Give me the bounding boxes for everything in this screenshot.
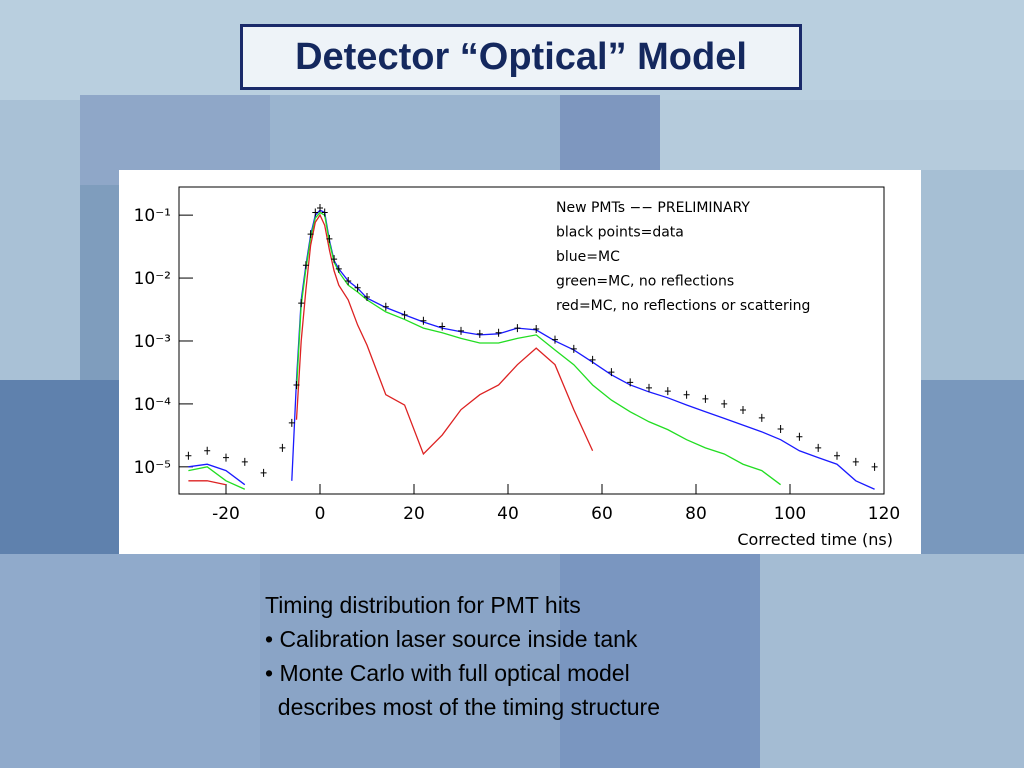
- data-point: [439, 322, 446, 331]
- data-point: [476, 329, 483, 338]
- data-point: [260, 468, 267, 477]
- series-line: [188, 480, 227, 486]
- bullet: Timing distribution for PMT hits: [265, 592, 581, 618]
- chart: -20 0 20 40 60 80 100 120 10⁻⁵ 10⁻⁴ 10⁻³ 10⁻² 10⁻¹ Co…: [119, 170, 921, 554]
- data-point: [241, 457, 248, 466]
- data-point: [293, 380, 300, 389]
- data-point: [627, 378, 634, 387]
- series-line: [295, 213, 594, 456]
- data-point: [834, 451, 840, 460]
- data-point: [514, 324, 521, 333]
- data-point: [401, 310, 408, 319]
- data-point: [702, 394, 709, 403]
- data-point: [345, 276, 352, 285]
- slide-title: Detector “Optical” Model: [295, 35, 747, 78]
- data-point: [331, 255, 338, 264]
- x-tick-label: -20: [212, 504, 240, 524]
- bullet: • Calibration laser source inside tank: [265, 626, 638, 652]
- data-point: [204, 446, 211, 455]
- data-point: [646, 383, 652, 392]
- data-point: [815, 443, 822, 452]
- data-point: [664, 387, 671, 396]
- x-tick-label: 0: [315, 504, 326, 524]
- data-point: [298, 299, 305, 308]
- data-point: [552, 335, 558, 344]
- data-point: [302, 261, 309, 270]
- data-point: [458, 326, 464, 335]
- series-line: [188, 466, 246, 490]
- data-point: [288, 418, 295, 427]
- data-point: [570, 344, 577, 353]
- annotation: red=MC, no reflections or scattering: [556, 298, 810, 314]
- data-point: [608, 368, 615, 377]
- annotation: black points=data: [556, 225, 684, 241]
- data-point: [495, 328, 502, 337]
- x-axis-label: Corrected time (ns): [737, 530, 893, 549]
- series-line: [188, 463, 246, 486]
- data-point: [321, 208, 328, 217]
- data-point: [335, 264, 342, 273]
- data-point: [852, 457, 859, 466]
- data-point: [279, 443, 286, 452]
- plot-area: -20 0 20 40 60 80 100 120 10⁻⁵ 10⁻⁴ 10⁻³ 10⁻² 10⁻¹ Co…: [134, 186, 900, 549]
- data-point: [758, 413, 765, 422]
- data-point: [382, 302, 389, 311]
- y-tick-label: 10⁻²: [134, 269, 171, 289]
- data-point: [589, 355, 596, 364]
- x-tick-label: 100: [774, 504, 806, 524]
- title-box: Detector “Optical” Model: [240, 24, 802, 90]
- data-point: [185, 451, 192, 460]
- x-tick-label: 120: [868, 504, 900, 524]
- y-tick-label: 10⁻⁴: [134, 395, 172, 415]
- data-point: [326, 234, 333, 243]
- y-tick-label: 10⁻³: [134, 332, 171, 352]
- x-tick-label: 40: [497, 504, 519, 524]
- annotation: green=MC, no reflections: [556, 274, 734, 290]
- data-point: [796, 432, 803, 441]
- x-tick-label: 20: [403, 504, 425, 524]
- data-point: [312, 208, 319, 217]
- x-tick-label: 60: [591, 504, 613, 524]
- y-tick-label: 10⁻¹: [134, 206, 171, 226]
- data-point: [354, 283, 361, 292]
- data-point: [721, 399, 728, 408]
- annotation: blue=MC: [556, 249, 620, 265]
- data-point: [777, 424, 784, 433]
- bullets: Timing distribution for PMT hits • Calibr…: [265, 588, 660, 724]
- data-point: [317, 203, 323, 212]
- bullet: • Monte Carlo with full optical model: [265, 660, 630, 686]
- data-point: [533, 325, 540, 334]
- data-point: [364, 293, 370, 302]
- data-point: [740, 406, 746, 415]
- data-point: [420, 316, 427, 325]
- x-tick-label: 80: [685, 504, 707, 524]
- series-line: [295, 211, 781, 486]
- bullet: describes most of the timing structure: [265, 694, 660, 720]
- annotation: New PMTs −− PRELIMINARY: [556, 200, 750, 216]
- data-point: [683, 390, 690, 399]
- y-tick-label: 10⁻⁵: [134, 458, 171, 478]
- data-point: [223, 453, 229, 462]
- data-point: [871, 462, 878, 471]
- data-point: [307, 230, 314, 239]
